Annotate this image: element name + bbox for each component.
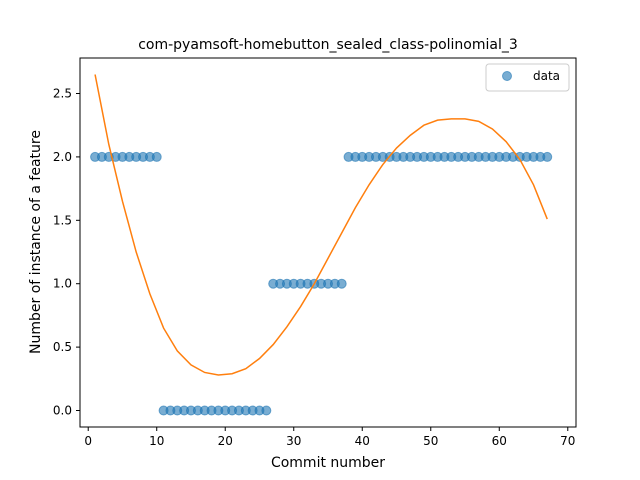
x-tick-label: 70 [560,434,575,448]
x-tick-label: 0 [84,434,92,448]
y-tick-label: 1.5 [53,213,72,227]
data-point-9 [151,151,162,162]
plot-area [90,74,553,416]
fit-curve-line [94,74,548,376]
legend: data [485,63,570,92]
axes-frame [79,57,577,428]
x-tick-label: 30 [286,434,301,448]
legend-marker-data [502,71,512,81]
legend-label-data: data [533,69,560,83]
x-axis-ticks: 0 10 20 30 40 50 60 70 [84,427,575,448]
y-tick-label: 2.5 [53,87,72,101]
chart-title: com-pyamsoft-homebutton_sealed_class-pol… [138,37,518,53]
y-tick-label: 0.0 [53,404,72,418]
legend-box [485,63,570,92]
x-tick-label: 50 [423,434,438,448]
x-tick-label: 10 [149,434,164,448]
data-point-25 [261,405,272,416]
y-axis-label: Number of instance of a feature [28,130,44,354]
data-point-36 [336,278,347,289]
x-axis-label: Commit number [271,455,385,471]
x-tick-label: 20 [218,434,233,448]
y-tick-label: 2.0 [53,150,72,164]
y-tick-label: 0.5 [53,340,72,354]
y-axis-ticks: 0.0 0.5 1.0 1.5 2.0 2.5 [53,87,80,418]
data-point-66 [542,151,553,162]
y-tick-label: 1.0 [53,277,72,291]
x-tick-label: 40 [355,434,370,448]
x-tick-label: 60 [492,434,507,448]
